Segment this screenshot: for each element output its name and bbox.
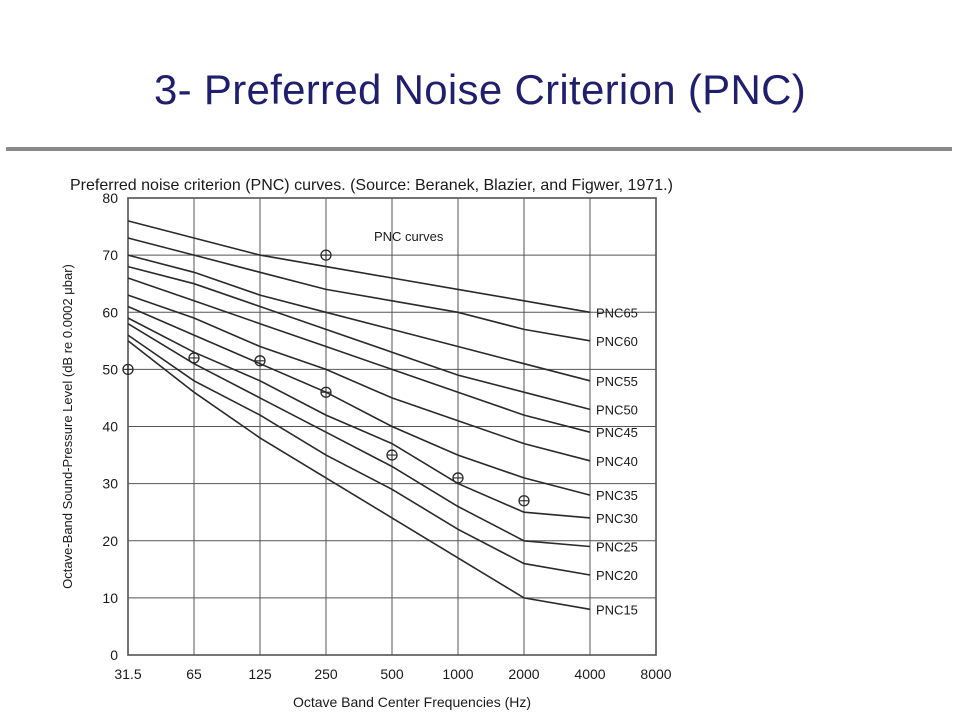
pnc-curves-annotation: PNC curves	[374, 229, 444, 244]
series-label-pnc65: PNC65	[596, 305, 638, 320]
marker-point	[122, 363, 134, 376]
series-line-pnc15	[127, 340, 591, 611]
series-line-pnc60	[127, 237, 591, 342]
series-line-pnc40	[127, 294, 591, 462]
marker-point	[518, 495, 530, 507]
series-label-pnc60: PNC60	[596, 334, 638, 349]
series-line-pnc45	[127, 277, 591, 433]
series-label-pnc40: PNC40	[596, 454, 638, 469]
series-label-pnc35: PNC35	[596, 488, 638, 503]
x-tick-label: 4000	[574, 666, 605, 682]
chart-title: Preferred noise criterion (PNC) curves. …	[70, 177, 673, 194]
marker-point	[452, 472, 464, 484]
series-layer	[127, 220, 591, 611]
y-tick-label: 60	[102, 304, 118, 320]
x-axis-label: Octave Band Center Frequencies (Hz)	[293, 694, 531, 710]
y-tick-label: 40	[102, 419, 118, 435]
series-line-pnc55	[127, 254, 591, 382]
x-tick-label: 250	[314, 666, 338, 682]
pnc-chart-svg: Preferred noise criterion (PNC) curves. …	[60, 177, 673, 710]
y-tick-label: 70	[102, 247, 118, 263]
marker-layer	[122, 249, 530, 507]
labels-layer: PNC65 PNC60 PNC55 PNC50 PNC45 PNC40 PNC35 PNC30…	[596, 305, 638, 617]
marker-point	[320, 249, 332, 261]
series-label-pnc25: PNC25	[596, 539, 638, 554]
y-tick-label: 80	[102, 190, 118, 206]
series-label-pnc45: PNC45	[596, 425, 638, 440]
series-line-pnc20	[127, 334, 591, 576]
x-tick-label: 2000	[508, 666, 539, 682]
series-label-pnc55: PNC55	[596, 374, 638, 389]
y-tick-label: 30	[102, 476, 118, 492]
series-label-pnc30: PNC30	[596, 511, 638, 526]
series-label-pnc20: PNC20	[596, 568, 638, 583]
series-label-pnc50: PNC50	[596, 402, 638, 417]
x-tick-label: 125	[248, 666, 272, 682]
series-label-pnc15: PNC15	[596, 602, 638, 617]
series-line-pnc50	[127, 265, 591, 411]
marker-point	[254, 355, 266, 367]
marker-point	[188, 352, 200, 364]
slide-title: 3- Preferred Noise Criterion (PNC)	[153, 66, 807, 113]
x-tick-label: 31.5	[114, 666, 141, 682]
y-tick-label: 50	[102, 361, 118, 377]
series-line-pnc30	[127, 317, 591, 519]
title-divider	[6, 147, 952, 151]
y-tick-label: 10	[102, 590, 118, 606]
x-tick-label: 65	[186, 666, 202, 682]
marker-point	[386, 449, 398, 461]
y-tick-label: 0	[110, 647, 118, 663]
series-line-pnc35	[127, 305, 591, 496]
x-tick-label: 1000	[442, 666, 473, 682]
y-tick-label: 20	[102, 533, 118, 549]
marker-point	[320, 386, 332, 398]
series-line-pnc25	[127, 323, 591, 548]
x-tick-label: 500	[380, 666, 404, 682]
y-axis-label: Octave-Band Sound-Pressure Level (dB re …	[60, 264, 75, 589]
pnc-chart: Preferred noise criterion (PNC) curves. …	[0, 160, 960, 720]
series-line-pnc65	[127, 220, 591, 314]
x-tick-label: 8000	[640, 666, 671, 682]
